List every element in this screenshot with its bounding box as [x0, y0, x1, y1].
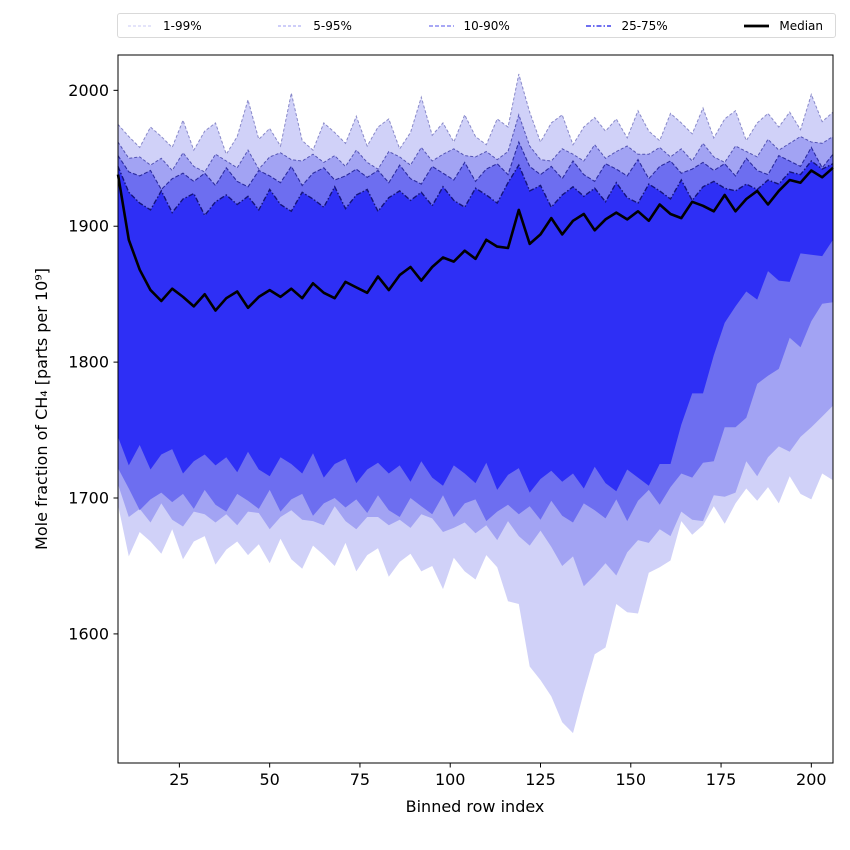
legend: 1-99% 5-95% 10-90% 25-75% Median: [117, 13, 836, 38]
legend-item-1-99-: 1-99%: [127, 19, 202, 33]
legend-label: Median: [779, 18, 823, 33]
x-tick-label: 175: [706, 770, 737, 789]
x-tick-label: 125: [525, 770, 556, 789]
legend-label: 1-99%: [163, 18, 202, 33]
legend-line-swatch-icon: [428, 24, 454, 27]
x-tick-label: 25: [169, 770, 189, 789]
plot-border: [117, 54, 834, 764]
y-axis-label: Mole fraction of CH₄ [parts per 10⁹]: [32, 268, 51, 550]
x-tick-label: 150: [616, 770, 647, 789]
legend-label: 25-75%: [621, 18, 668, 33]
legend-line-swatch-icon: [128, 24, 153, 27]
x-tick-label: 50: [259, 770, 279, 789]
band-edge-1-99%: [117, 73, 834, 156]
legend-line-swatch-icon: [278, 24, 304, 27]
band-edge-10-90%: [117, 140, 834, 191]
x-axis-label: Binned row index: [406, 797, 545, 816]
x-tick-label: 200: [796, 770, 827, 789]
y-tick-label: 1600: [68, 624, 109, 643]
band-edge-25-75%: [117, 160, 834, 217]
y-tick-label: 1900: [68, 217, 109, 236]
x-tick-label: 75: [350, 770, 370, 789]
legend-item-median: Median: [743, 19, 823, 33]
legend-label: 5-95%: [313, 18, 352, 33]
legend-line-swatch-icon: [586, 24, 612, 27]
legend-item-25-75-: 25-75%: [585, 18, 668, 33]
y-tick-label: 1800: [68, 353, 109, 372]
legend-line-swatch-icon: [744, 24, 770, 27]
band-25-75%: [118, 161, 833, 493]
y-tick-label: 2000: [68, 81, 109, 100]
median-line: [116, 166, 834, 312]
legend-label: 10-90%: [463, 18, 510, 33]
legend-item-5-95-: 5-95%: [277, 19, 352, 33]
x-tick-label: 100: [435, 770, 466, 789]
y-tick-label: 1700: [68, 489, 109, 508]
band-edge-5-95%: [117, 113, 834, 173]
legend-item-10-90-: 10-90%: [428, 19, 510, 33]
